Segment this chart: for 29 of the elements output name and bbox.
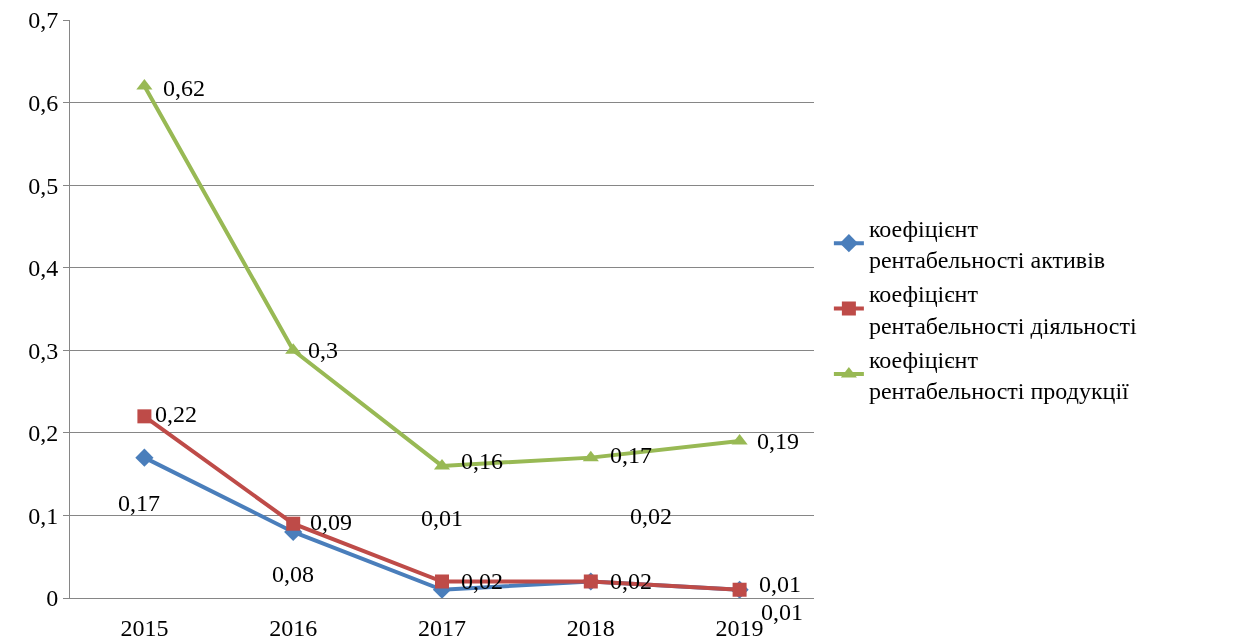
- point: [582, 450, 599, 462]
- data-label: 0,62: [163, 75, 205, 101]
- y-tick-label: 0: [46, 585, 59, 612]
- x-tick-label: 2015: [120, 614, 169, 641]
- y-tick-label: 0,2: [28, 420, 59, 447]
- data-label: 0,3: [308, 337, 338, 363]
- x-tick-label: 2016: [269, 614, 318, 641]
- y-tick-label: 0,1: [28, 502, 59, 529]
- data-label: 0,01: [759, 571, 801, 597]
- data-label: 0,02: [630, 503, 672, 529]
- data-label: 0,17: [118, 490, 160, 516]
- data-label: 0,01: [761, 599, 803, 625]
- x-tick-label: 2018: [566, 614, 615, 641]
- data-label: 0,22: [155, 401, 197, 427]
- data-label: 0,08: [272, 561, 314, 587]
- point: [286, 516, 301, 531]
- legend-label: коефіцієнт рентабельності продукції: [868, 346, 1130, 404]
- point: [137, 409, 152, 424]
- y-tick-label: 0,7: [28, 7, 59, 34]
- y-tick-label: 0,6: [28, 89, 59, 116]
- data-label: 0,01: [421, 505, 463, 531]
- data-label: 0,19: [757, 428, 799, 454]
- y-tick-label: 0,4: [28, 255, 59, 282]
- point: [435, 574, 449, 589]
- data-label: 0,09: [310, 509, 352, 535]
- y-tick-label: 0,5: [28, 172, 59, 199]
- point: [135, 448, 154, 467]
- x-tick-label: 2017: [418, 614, 466, 641]
- y-tick-label: 0,3: [28, 337, 59, 364]
